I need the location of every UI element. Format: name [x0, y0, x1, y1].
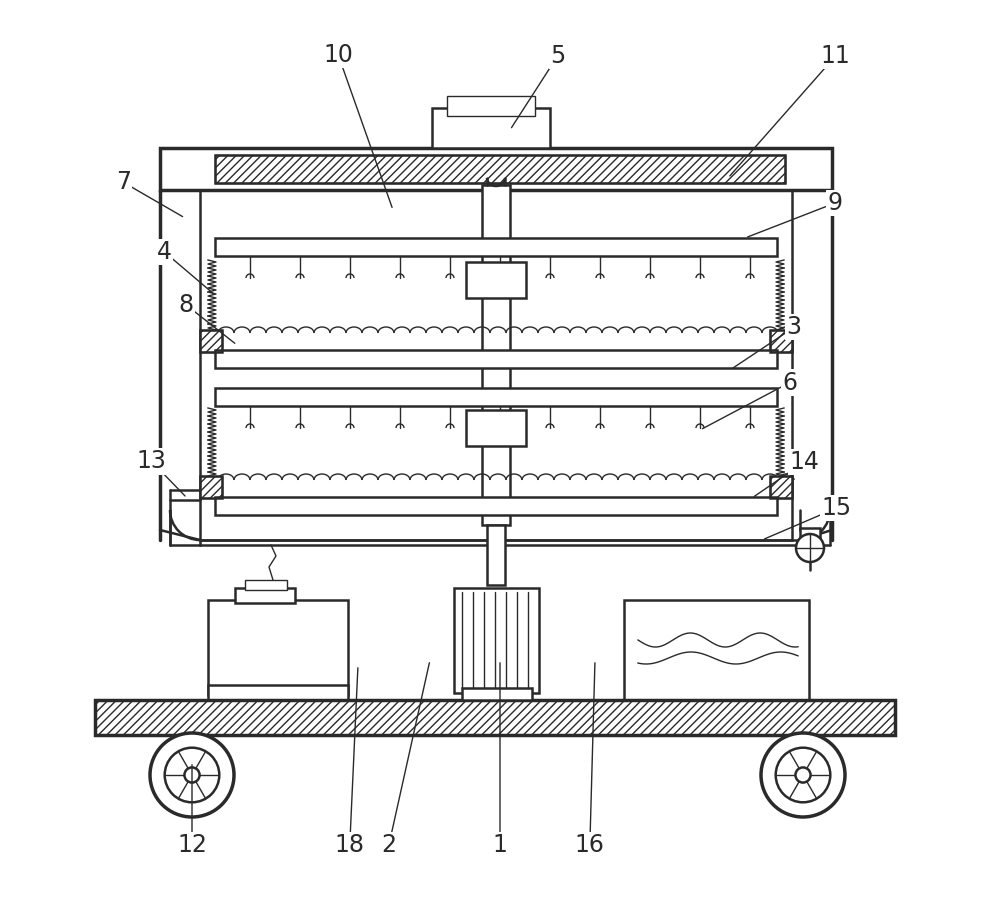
Text: 7: 7 — [116, 171, 131, 194]
Bar — [770, 330, 792, 352]
Bar — [487, 525, 505, 585]
Bar — [454, 588, 539, 693]
Text: 12: 12 — [177, 833, 207, 857]
Bar — [200, 330, 222, 352]
Bar — [160, 148, 832, 190]
Bar — [208, 685, 348, 700]
Text: 16: 16 — [575, 833, 605, 857]
Bar — [95, 700, 895, 735]
Text: 9: 9 — [827, 191, 842, 215]
Bar — [95, 700, 895, 735]
Text: 8: 8 — [179, 293, 194, 317]
Bar — [208, 600, 348, 695]
Text: 15: 15 — [822, 496, 852, 520]
Bar — [800, 528, 820, 542]
Bar — [215, 388, 777, 406]
Bar — [245, 580, 287, 590]
Bar — [466, 262, 526, 298]
Bar — [447, 96, 535, 116]
Bar — [215, 350, 777, 368]
Circle shape — [776, 748, 830, 802]
Bar — [235, 588, 295, 603]
Text: 5: 5 — [550, 44, 565, 67]
Bar — [770, 330, 792, 352]
Bar — [200, 330, 222, 352]
Circle shape — [165, 748, 219, 802]
Text: 11: 11 — [820, 44, 850, 68]
Circle shape — [184, 768, 200, 782]
Circle shape — [796, 534, 824, 562]
Text: 2: 2 — [381, 832, 396, 857]
Bar — [200, 476, 222, 498]
Circle shape — [761, 733, 845, 817]
Text: 14: 14 — [789, 450, 819, 474]
Text: 13: 13 — [137, 450, 166, 474]
Bar — [466, 410, 526, 446]
Bar — [215, 238, 777, 256]
Text: 1: 1 — [493, 833, 507, 857]
Bar — [770, 476, 792, 498]
Text: 4: 4 — [157, 240, 172, 263]
Text: 6: 6 — [782, 370, 797, 395]
Circle shape — [795, 768, 811, 782]
Bar — [200, 476, 222, 498]
Bar — [624, 600, 809, 700]
Bar — [482, 185, 510, 525]
Bar — [770, 476, 792, 498]
Bar — [432, 108, 550, 148]
Circle shape — [150, 733, 234, 817]
Bar — [215, 155, 785, 183]
Bar — [215, 497, 777, 515]
Bar — [200, 180, 792, 540]
Text: 18: 18 — [335, 833, 365, 857]
Text: 10: 10 — [323, 43, 353, 67]
Text: 3: 3 — [787, 316, 802, 339]
Bar — [462, 688, 532, 700]
Bar — [215, 155, 785, 183]
